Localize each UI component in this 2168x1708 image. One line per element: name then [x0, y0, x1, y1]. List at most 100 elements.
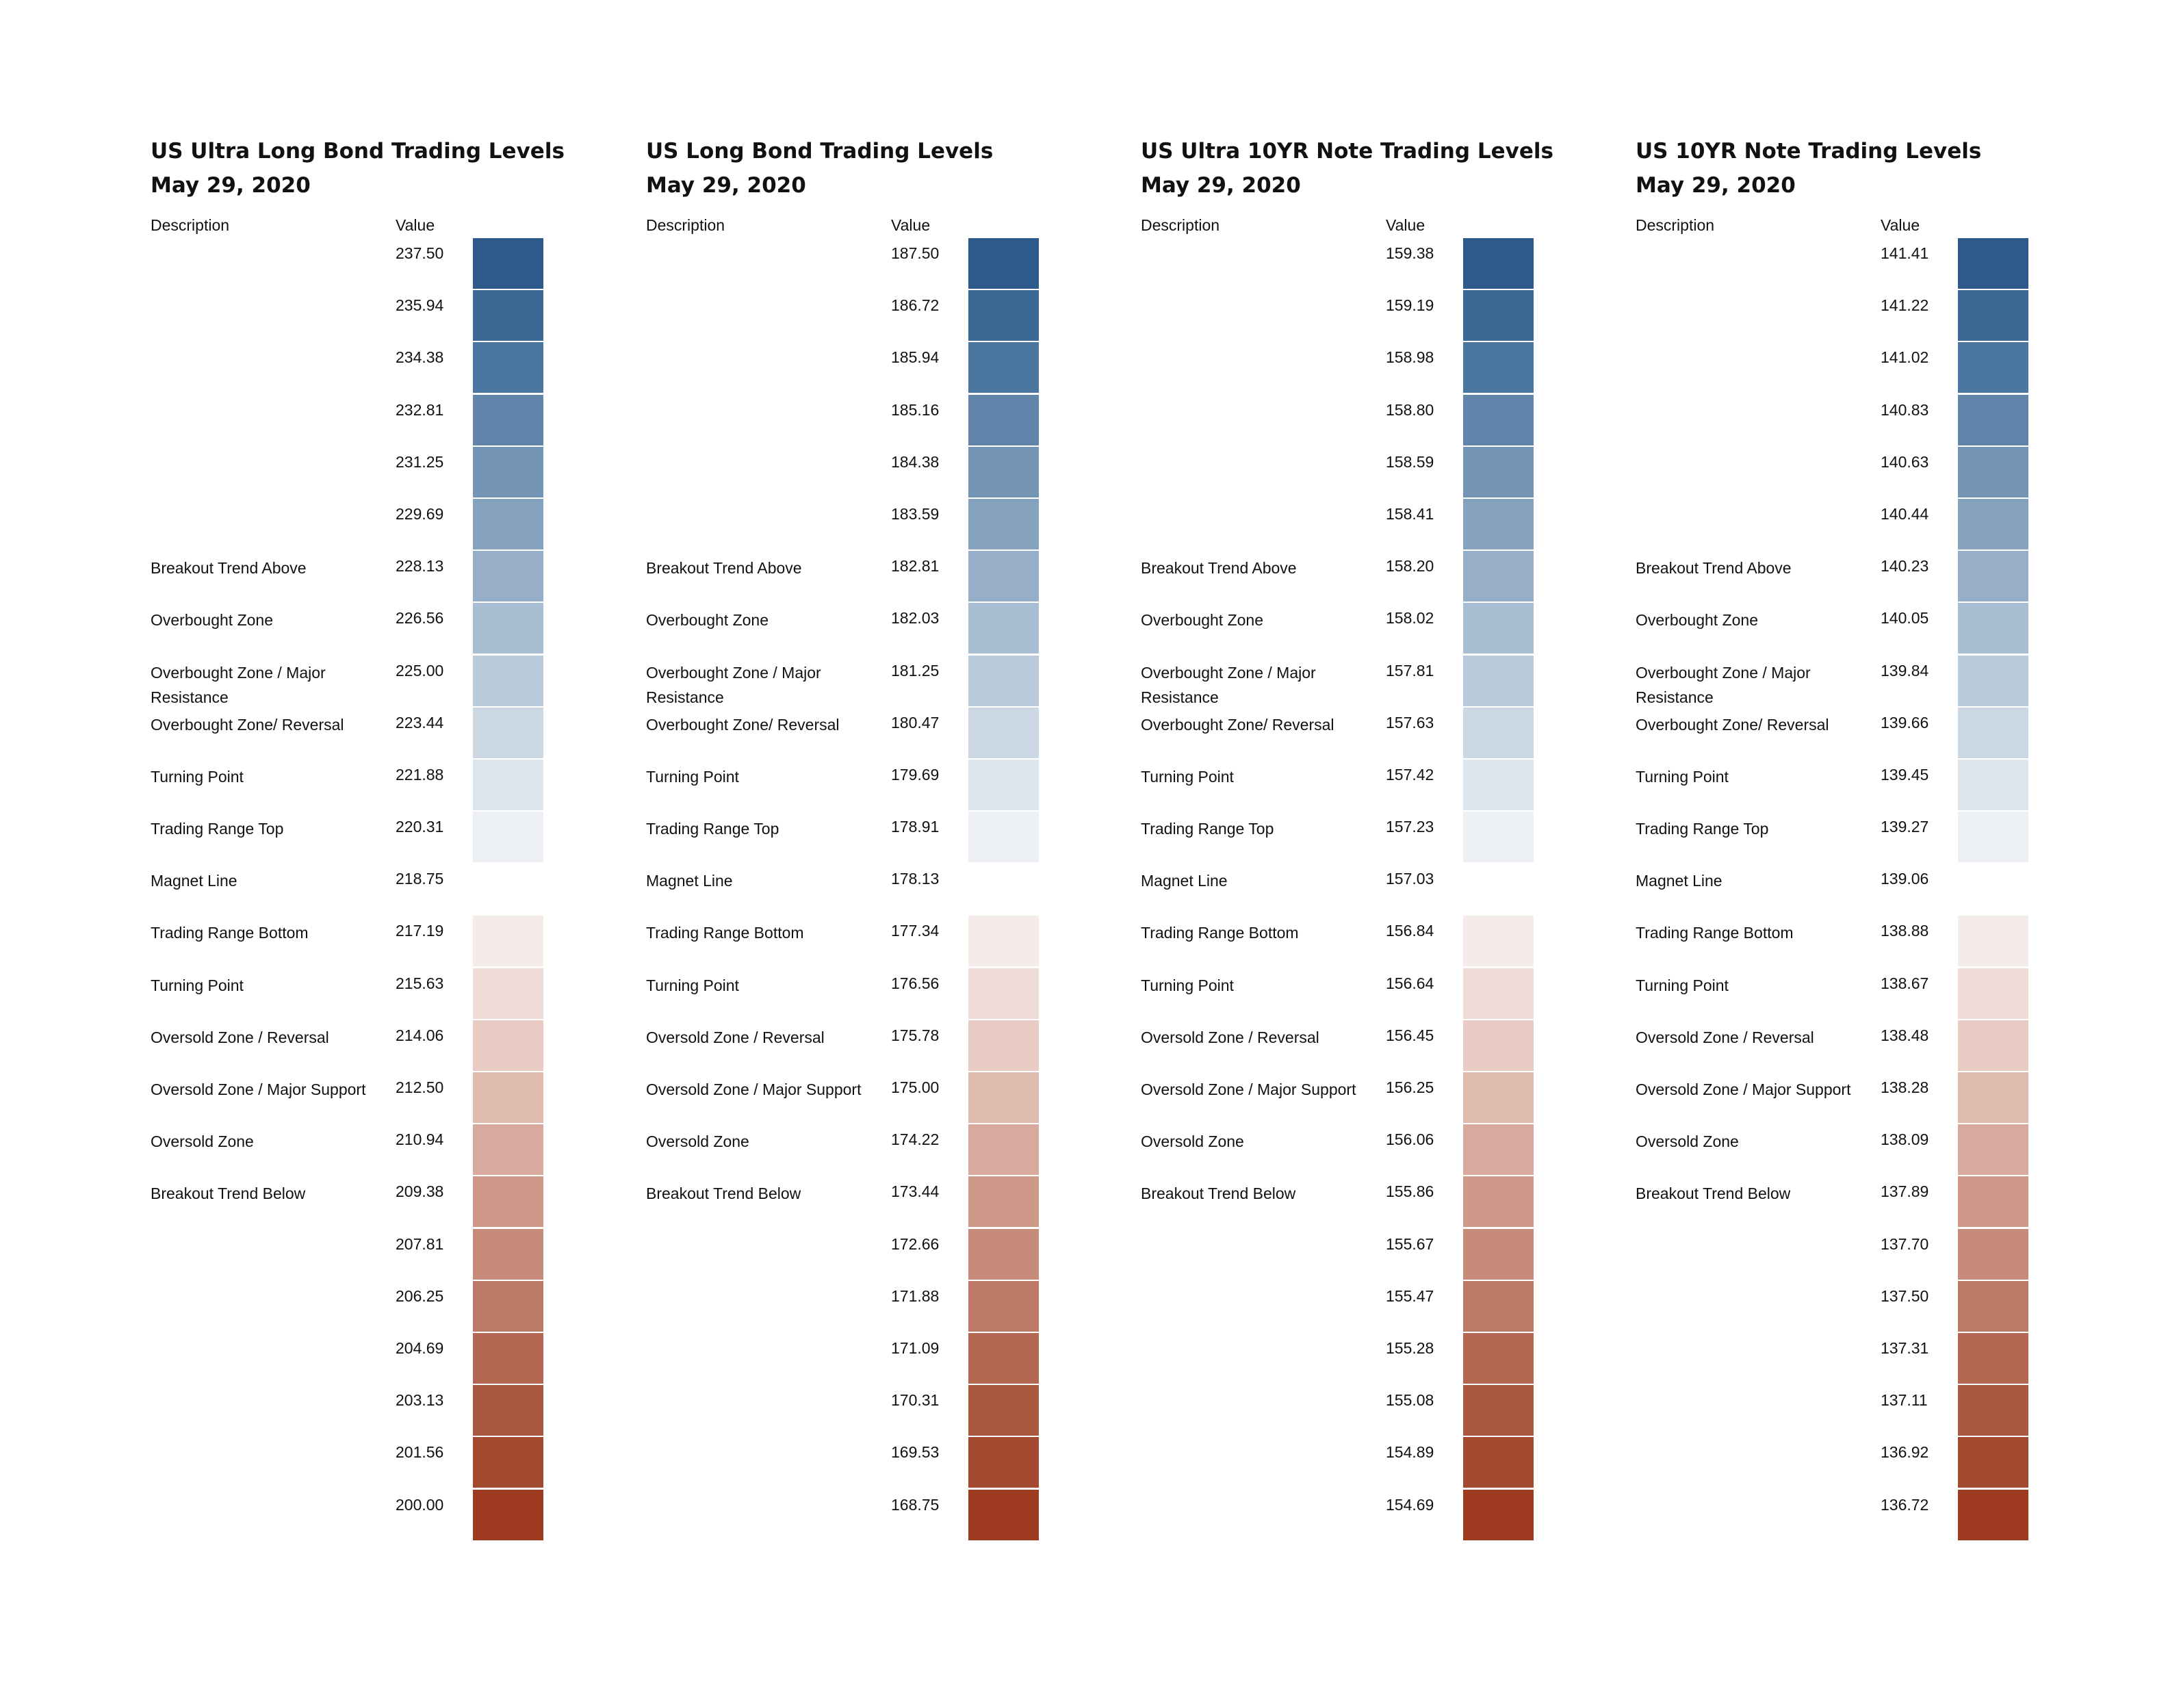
level-color-swatch	[968, 968, 1039, 1019]
level-row: 201.56	[151, 1437, 589, 1489]
level-row: 137.11	[1636, 1385, 2074, 1437]
level-color-swatch	[1463, 864, 1534, 915]
level-description: Turning Point	[646, 976, 739, 994]
level-row: Overbought Zone/ Reversal 157.63	[1141, 707, 1579, 760]
level-value: 182.03	[891, 609, 940, 627]
level-color-swatch	[1463, 707, 1534, 758]
level-color-swatch	[968, 916, 1039, 967]
level-color-swatch	[473, 446, 543, 497]
level-value: 140.63	[1881, 452, 1929, 471]
level-value: 209.38	[396, 1182, 444, 1201]
level-description: Trading Range Top	[1141, 820, 1274, 838]
level-color-swatch	[1463, 394, 1534, 445]
trading-levels-panel: US Ultra Long Bond Trading Levels May 29,…	[151, 134, 589, 1540]
level-description: Overbought Zone	[1636, 611, 1759, 630]
level-description: Turning Point	[151, 767, 244, 786]
level-row: 158.98	[1141, 342, 1579, 394]
level-color-swatch	[473, 1385, 543, 1436]
level-row: 154.89	[1141, 1437, 1579, 1489]
level-row: 159.19	[1141, 290, 1579, 342]
level-color-swatch	[1958, 446, 2028, 497]
level-row: 184.38	[646, 446, 1084, 499]
level-value: 183.59	[891, 504, 940, 523]
level-row: Breakout Trend Above 182.81	[646, 551, 1084, 603]
level-description: Oversold Zone	[1636, 1133, 1739, 1151]
level-value: 237.50	[396, 244, 444, 262]
level-row: 172.66	[646, 1228, 1084, 1281]
level-row: 171.88	[646, 1280, 1084, 1333]
level-row: Oversold Zone / Reversal 156.45	[1141, 1020, 1579, 1072]
level-value: 156.45	[1386, 1026, 1434, 1044]
level-value: 137.31	[1881, 1338, 1929, 1357]
level-value: 138.09	[1881, 1130, 1929, 1149]
level-row: Trading Range Top 157.23	[1141, 812, 1579, 864]
level-color-swatch	[968, 394, 1039, 445]
level-color-swatch	[473, 864, 543, 915]
level-row: Turning Point 215.63	[151, 968, 589, 1020]
level-color-swatch	[1958, 1176, 2028, 1228]
level-color-swatch	[473, 759, 543, 810]
level-value: 139.84	[1881, 661, 1929, 680]
level-description: Trading Range Bottom	[1141, 924, 1299, 942]
level-value: 231.25	[396, 452, 444, 471]
level-value: 158.02	[1386, 609, 1434, 627]
level-row: 200.00	[151, 1489, 589, 1542]
level-description: Turning Point	[1141, 767, 1234, 786]
description-column-header: Description	[646, 216, 725, 234]
level-color-swatch	[473, 655, 543, 706]
level-value: 225.00	[396, 661, 444, 680]
level-color-swatch	[473, 342, 543, 393]
level-color-swatch	[1958, 1124, 2028, 1176]
level-row: Overbought Zone / Major Resistance 181.25	[646, 655, 1084, 708]
level-row: Trading Range Top 139.27	[1636, 812, 2074, 864]
level-value: 155.08	[1386, 1391, 1434, 1410]
level-description: Overbought Zone / Major Resistance	[1636, 663, 1811, 706]
level-row: 231.25	[151, 446, 589, 499]
level-color-swatch	[473, 1489, 543, 1540]
level-row: Overbought Zone/ Reversal 223.44	[151, 707, 589, 760]
level-description: Overbought Zone	[1141, 611, 1264, 630]
level-color-swatch	[968, 551, 1039, 602]
level-description: Oversold Zone	[646, 1133, 749, 1151]
levels-table: 141.41 141.22 141.02 140.83 140.63 140.44 Brea…	[1636, 238, 2074, 1542]
panel-date: May 29, 2020	[1141, 173, 1301, 198]
level-description: Trading Range Bottom	[1636, 924, 1794, 942]
level-color-swatch	[473, 603, 543, 654]
level-row: 141.22	[1636, 290, 2074, 342]
level-value: 137.70	[1881, 1234, 1929, 1253]
level-row: Breakout Trend Above 158.20	[1141, 551, 1579, 603]
level-row: 136.72	[1636, 1489, 2074, 1542]
level-color-swatch	[1958, 1020, 2028, 1071]
level-value: 140.83	[1881, 400, 1929, 419]
level-row: Breakout Trend Above 228.13	[151, 551, 589, 603]
level-value: 139.45	[1881, 765, 1929, 784]
level-row: Trading Range Bottom 156.84	[1141, 916, 1579, 968]
level-description: Oversold Zone / Reversal	[1141, 1028, 1319, 1046]
level-value: 207.81	[396, 1234, 444, 1253]
level-value: 235.94	[396, 296, 444, 315]
level-row: Breakout Trend Above 140.23	[1636, 551, 2074, 603]
level-description: Oversold Zone / Major Support	[1141, 1081, 1356, 1098]
level-description: Breakout Trend Below	[1141, 1185, 1296, 1203]
level-row: 140.44	[1636, 498, 2074, 551]
level-row: Breakout Trend Below 173.44	[646, 1176, 1084, 1228]
level-color-swatch	[968, 1124, 1039, 1176]
level-color-swatch	[1958, 916, 2028, 967]
level-value: 200.00	[396, 1495, 444, 1514]
level-row: Overbought Zone / Major Resistance 225.00	[151, 655, 589, 708]
level-description: Turning Point	[151, 976, 244, 994]
level-value: 173.44	[891, 1182, 940, 1201]
level-description: Magnet Line	[1636, 872, 1722, 890]
panel-title: US Long Bond Trading Levels	[646, 139, 994, 164]
level-color-swatch	[1463, 1228, 1534, 1280]
level-value: 178.13	[891, 870, 940, 888]
level-description: Magnet Line	[1141, 872, 1228, 890]
level-color-swatch	[968, 603, 1039, 654]
level-color-swatch	[968, 342, 1039, 393]
level-value: 182.81	[891, 557, 940, 575]
level-row: 169.53	[646, 1437, 1084, 1489]
level-value: 136.72	[1881, 1495, 1929, 1514]
panel-title: US 10YR Note Trading Levels	[1636, 139, 1982, 164]
level-color-swatch	[473, 1020, 543, 1071]
level-row: 187.50	[646, 238, 1084, 290]
